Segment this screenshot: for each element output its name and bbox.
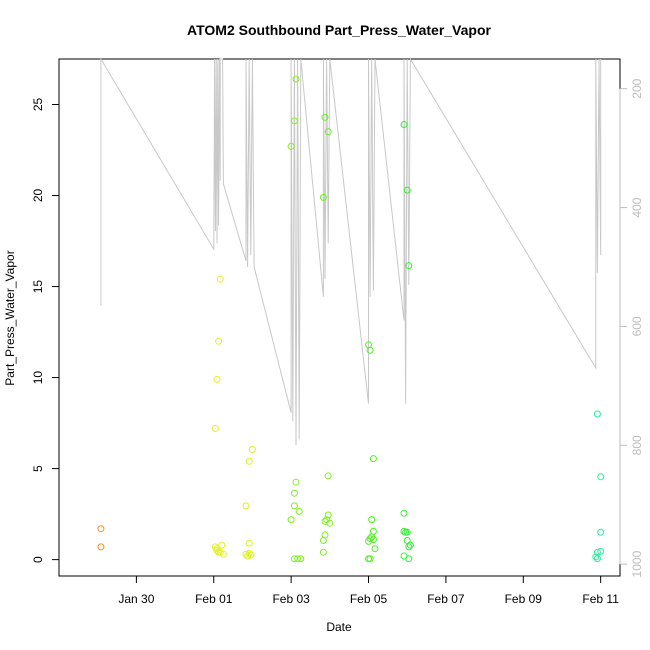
x-axis-label: Date — [326, 620, 352, 634]
y-tick-label: 0 — [31, 556, 45, 563]
x-tick-label: Feb 11 — [582, 592, 619, 606]
right-tick-label: 800 — [630, 435, 644, 455]
data-point — [597, 473, 605, 481]
x-tick-label: Feb 01 — [195, 592, 233, 606]
data-point — [290, 489, 298, 497]
right-axis: 200 400 600 800 1000 — [619, 78, 644, 577]
data-point — [287, 142, 295, 150]
y-tick-label: 20 — [31, 189, 45, 203]
data-point — [321, 517, 329, 525]
data-point — [290, 117, 298, 125]
data-point — [324, 511, 332, 519]
y-axis: 0 5 10 15 20 25 — [31, 98, 60, 563]
data-point — [406, 541, 414, 549]
data-point — [97, 543, 105, 551]
x-tick-label: Feb 05 — [350, 592, 388, 606]
y-tick-label: 5 — [31, 465, 45, 472]
x-tick-label: Feb 03 — [272, 592, 310, 606]
data-point — [292, 478, 300, 486]
data-point — [593, 410, 601, 418]
data-point — [592, 553, 600, 561]
data-point — [366, 535, 374, 543]
x-axis: Jan 30 Feb 01 Feb 03 Feb 05 Feb 07 Feb 09 Feb … — [118, 575, 619, 606]
data-point — [371, 545, 379, 553]
data-point — [326, 519, 334, 527]
data-point — [368, 516, 376, 524]
y-axis-label: Part_Press_Water_Vapor — [3, 250, 17, 385]
data-point — [211, 543, 219, 551]
right-tick-label: 600 — [630, 316, 644, 336]
data-point — [319, 548, 327, 556]
data-point — [597, 528, 605, 536]
x-tick-label: Jan 30 — [118, 592, 154, 606]
data-point — [215, 337, 223, 345]
data-point — [290, 502, 298, 510]
data-point — [294, 555, 302, 563]
right-tick-label: 1000 — [630, 550, 644, 577]
data-point — [369, 455, 377, 463]
data-point — [405, 543, 413, 551]
data-point — [297, 555, 305, 563]
data-point — [247, 551, 255, 559]
data-point — [403, 186, 411, 194]
data-point — [405, 555, 413, 563]
data-point — [597, 547, 605, 555]
data-point — [400, 509, 408, 517]
data-point — [218, 541, 226, 549]
data-point — [324, 128, 332, 136]
data-point — [400, 121, 408, 128]
pressure-profile-line — [100, 57, 602, 446]
x-tick-label: Feb 07 — [427, 592, 465, 606]
pressure-series — [100, 57, 602, 446]
y-tick-label: 15 — [31, 280, 45, 294]
data-point — [366, 555, 374, 563]
plot-frame — [58, 58, 621, 577]
data-point — [242, 550, 250, 558]
data-point — [405, 262, 413, 270]
data-point — [245, 539, 253, 547]
data-point — [321, 531, 329, 539]
data-point — [324, 472, 332, 480]
data-point — [213, 375, 221, 383]
data-point — [321, 113, 329, 121]
data-point — [593, 555, 601, 563]
data-point — [216, 548, 224, 556]
data-point — [97, 525, 105, 533]
data-point — [248, 446, 256, 453]
right-tick-label: 200 — [630, 78, 644, 98]
data-point — [403, 528, 411, 536]
data-point — [292, 75, 300, 83]
data-point — [211, 425, 219, 432]
data-point — [216, 275, 224, 283]
scatter-points — [97, 75, 605, 563]
data-point — [319, 193, 327, 201]
data-point — [295, 507, 303, 515]
data-point — [403, 537, 411, 544]
right-tick-label: 400 — [630, 197, 644, 217]
y-tick-label: 25 — [31, 98, 45, 112]
x-tick-label: Feb 09 — [505, 592, 543, 606]
y-tick-label: 10 — [31, 371, 45, 385]
data-point — [245, 549, 253, 557]
data-point — [369, 536, 377, 544]
data-point — [287, 516, 295, 524]
data-point — [245, 457, 253, 465]
data-point — [366, 346, 374, 354]
data-point — [242, 502, 250, 510]
chart-title: ATOM2 Southbound Part_Press_Water_Vapor — [187, 22, 491, 38]
